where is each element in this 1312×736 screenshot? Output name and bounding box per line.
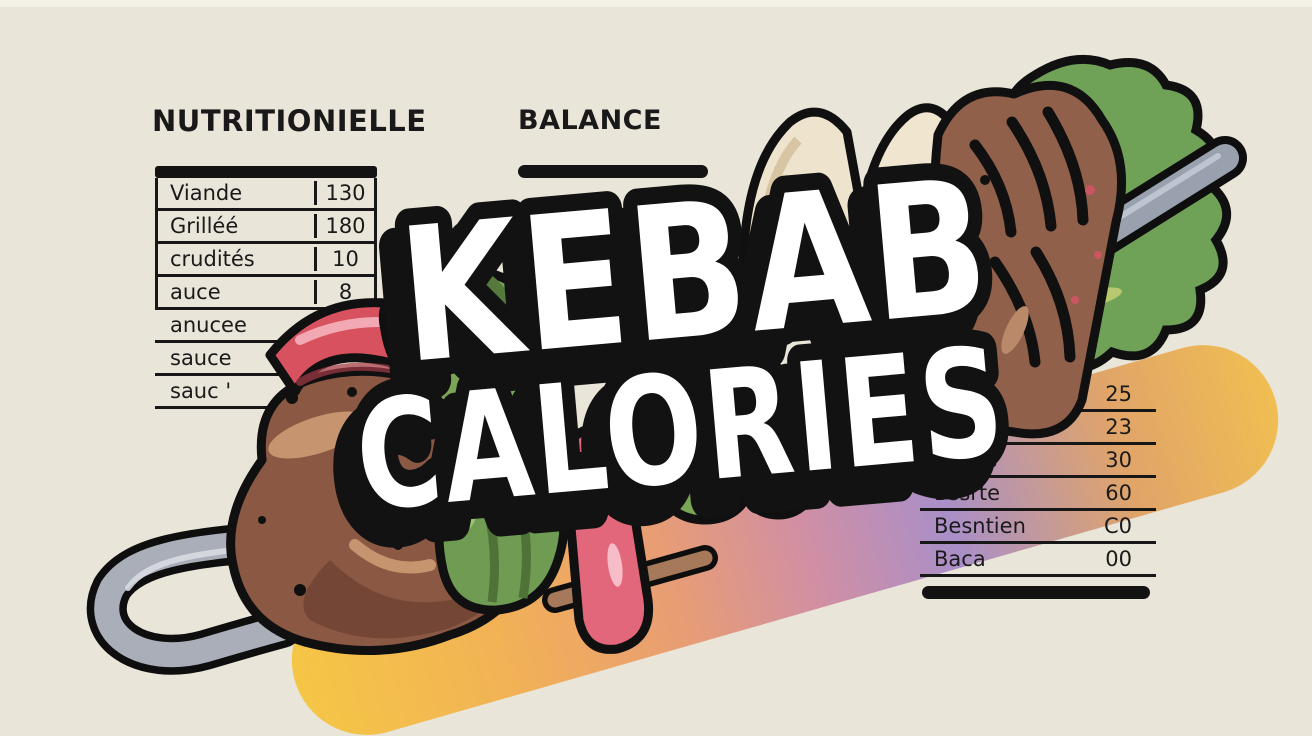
pepper-icon (378, 266, 554, 435)
pink-strip-icon (560, 424, 654, 654)
table-row: crudités 10 (155, 244, 377, 277)
grilled-meat-icon (929, 80, 1127, 439)
row-label: Viande (158, 181, 317, 205)
balance-underline-bar (518, 165, 708, 178)
top-strip (0, 0, 1312, 7)
table-row: ounes 30 (920, 445, 1156, 478)
left-nutrition-table: Viande 130 Grilléé 180 crudités 10 auce … (155, 166, 377, 409)
row-value: C0 (1103, 514, 1132, 538)
row-label: Besntien (934, 514, 1026, 538)
bread-icon (738, 107, 890, 345)
table-row: Bssrte 60 (920, 478, 1156, 511)
row-label: anucee (170, 313, 247, 337)
row-value: 30 (1105, 448, 1132, 472)
row-label: ounes (934, 448, 998, 472)
row-value: 23 (1105, 415, 1132, 439)
table-row: Baca 00 (920, 544, 1156, 577)
row-label: Bssrte (934, 481, 1001, 505)
row-value: 10 (332, 247, 359, 271)
heading-nutritionnelle: NUTRITIONIELLE (152, 104, 427, 138)
table-row: sauce (155, 343, 377, 376)
row-value: 60 (1105, 481, 1132, 505)
table-row: Besntien C0 (920, 511, 1156, 544)
title-text: KEBAB CALORIES (332, 121, 1029, 562)
table-footer-bar (922, 586, 1150, 599)
row-value: 180 (325, 214, 366, 238)
row-value: 130 (325, 181, 366, 205)
heading-balance: BALANCE (518, 105, 662, 136)
table-row: Grilléé 180 (155, 211, 377, 244)
onion-ring-icon (434, 446, 569, 615)
row-label: sauce (170, 346, 232, 370)
row-value: 8 (338, 280, 353, 304)
row-label: crudités (158, 247, 317, 271)
table-row: auce 8 (155, 277, 377, 310)
table-row: anucee (155, 310, 377, 343)
table-row: Viande 130 (155, 178, 377, 211)
row-value: 00 (1105, 547, 1132, 571)
row-label: Grilléé (158, 214, 317, 238)
row-label: auce (158, 280, 317, 304)
row-label: sauc ' (170, 379, 232, 403)
table-header-bar (155, 166, 377, 178)
row-value: 25 (1105, 382, 1132, 406)
table-row: 23 (920, 412, 1156, 445)
row-label: Baca (934, 547, 986, 571)
vegetable-bumps (658, 446, 819, 525)
